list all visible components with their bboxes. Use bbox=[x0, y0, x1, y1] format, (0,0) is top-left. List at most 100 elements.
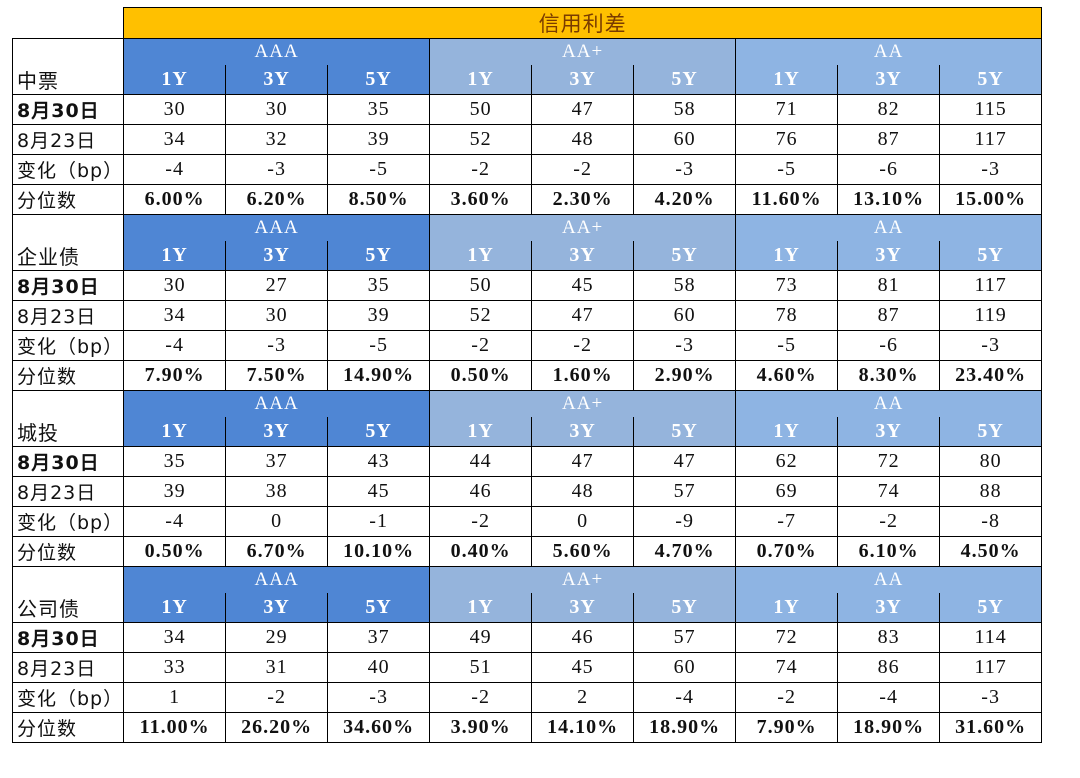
term-header: 1Y bbox=[735, 593, 839, 623]
table-cell: -3 bbox=[633, 330, 737, 361]
table-cell: 86 bbox=[837, 652, 941, 683]
term-header: 3Y bbox=[531, 241, 635, 271]
table-cell: 14.10% bbox=[531, 712, 635, 743]
table-row: 8月23日 39 38 45 46 48 57 69 74 88 bbox=[11, 476, 1043, 507]
table-row: 8月23日 33 31 40 51 45 60 74 86 117 bbox=[11, 652, 1043, 683]
table-cell: -2 bbox=[531, 330, 635, 361]
table-cell: 7.90% bbox=[735, 712, 839, 743]
table-cell: 47 bbox=[633, 446, 737, 477]
table-cell: 0 bbox=[531, 506, 635, 537]
term-header: 5Y bbox=[327, 65, 431, 95]
table-cell: 74 bbox=[735, 652, 839, 683]
row-label-row-8-23: 8月23日 bbox=[11, 476, 125, 507]
table-cell: 58 bbox=[633, 270, 737, 301]
table-cell: 30 bbox=[225, 300, 329, 331]
table-cell: 31 bbox=[225, 652, 329, 683]
table-cell: 47 bbox=[531, 300, 635, 331]
table-cell: 51 bbox=[429, 652, 533, 683]
table-cell: 83 bbox=[837, 622, 941, 653]
table-cell: -2 bbox=[225, 682, 329, 713]
table-cell: 27 bbox=[225, 270, 329, 301]
table-cell: 47 bbox=[531, 94, 635, 125]
section-term-row: 公司债 1Y 3Y 5Y 1Y 3Y 5Y 1Y 3Y 5Y bbox=[11, 593, 1043, 623]
table-title: 信用利差 bbox=[123, 7, 1043, 39]
row-label-row-8-30: 8月30日 bbox=[11, 270, 125, 301]
table-cell: -3 bbox=[939, 682, 1043, 713]
table-cell: 15.00% bbox=[939, 184, 1043, 215]
grade-header: AA+ bbox=[429, 566, 737, 593]
table-cell: -5 bbox=[327, 154, 431, 185]
term-header: 5Y bbox=[327, 417, 431, 447]
table-cell: 33 bbox=[123, 652, 227, 683]
table-cell: 48 bbox=[531, 476, 635, 507]
table-cell: 1.60% bbox=[531, 360, 635, 391]
table-row: 8月30日 34 29 37 49 46 57 72 83 114 bbox=[11, 622, 1043, 653]
table-cell: 114 bbox=[939, 622, 1043, 653]
table-cell: -9 bbox=[633, 506, 737, 537]
table-cell: 117 bbox=[939, 652, 1043, 683]
grade-header: AA+ bbox=[429, 214, 737, 241]
table-cell: 35 bbox=[123, 446, 227, 477]
table-cell: 45 bbox=[531, 652, 635, 683]
table-cell: 30 bbox=[123, 270, 227, 301]
table-cell: 30 bbox=[123, 94, 227, 125]
term-header: 5Y bbox=[633, 593, 737, 623]
table-cell: 4.20% bbox=[633, 184, 737, 215]
table-cell: 32 bbox=[225, 124, 329, 155]
term-header: 5Y bbox=[633, 417, 737, 447]
table-cell: 2 bbox=[531, 682, 635, 713]
table-cell: 34.60% bbox=[327, 712, 431, 743]
term-header: 5Y bbox=[939, 241, 1043, 271]
grade-header: AA bbox=[735, 38, 1043, 65]
table-cell: 0 bbox=[225, 506, 329, 537]
section-term-row: 企业债 1Y 3Y 5Y 1Y 3Y 5Y 1Y 3Y 5Y bbox=[11, 241, 1043, 271]
table-cell: -4 bbox=[633, 682, 737, 713]
row-label-row-change: 变化（bp） bbox=[11, 154, 125, 185]
section-label: 城投 bbox=[11, 417, 125, 447]
table-cell: 119 bbox=[939, 300, 1043, 331]
corner-cell bbox=[12, 7, 125, 39]
grade-header: AAA bbox=[123, 38, 431, 65]
table-cell: 39 bbox=[327, 124, 431, 155]
table-cell: 87 bbox=[837, 300, 941, 331]
table-row: 8月23日 34 30 39 52 47 60 78 87 119 bbox=[11, 300, 1043, 331]
table-cell: 3.60% bbox=[429, 184, 533, 215]
table-row: 8月30日 30 30 35 50 47 58 71 82 115 bbox=[11, 94, 1043, 125]
term-header: 5Y bbox=[633, 241, 737, 271]
table-cell: 29 bbox=[225, 622, 329, 653]
table-row: 分位数 6.00% 6.20% 8.50% 3.60% 2.30% 4.20% 11.60% 1… bbox=[11, 184, 1043, 215]
table-cell: 18.90% bbox=[633, 712, 737, 743]
term-header: 1Y bbox=[123, 417, 227, 447]
table-cell: 0.70% bbox=[735, 536, 839, 567]
table-cell: 34 bbox=[123, 622, 227, 653]
table-cell: 8.50% bbox=[327, 184, 431, 215]
table-cell: 30 bbox=[225, 94, 329, 125]
table-cell: -3 bbox=[327, 682, 431, 713]
table-cell: 18.90% bbox=[837, 712, 941, 743]
term-header: 3Y bbox=[837, 65, 941, 95]
table-cell: 50 bbox=[429, 270, 533, 301]
table-cell: 43 bbox=[327, 446, 431, 477]
table-cell: -4 bbox=[123, 154, 227, 185]
table-cell: 45 bbox=[531, 270, 635, 301]
term-header: 3Y bbox=[225, 65, 329, 95]
table-cell: 6.10% bbox=[837, 536, 941, 567]
table-cell: 57 bbox=[633, 622, 737, 653]
table-cell: 40 bbox=[327, 652, 431, 683]
term-header: 1Y bbox=[735, 417, 839, 447]
table-cell: -2 bbox=[429, 330, 533, 361]
table-cell: 0.50% bbox=[123, 536, 227, 567]
section-label-top bbox=[11, 38, 125, 65]
table-cell: -2 bbox=[531, 154, 635, 185]
table-cell: 72 bbox=[837, 446, 941, 477]
table-cell: -2 bbox=[429, 506, 533, 537]
table-cell: 52 bbox=[429, 300, 533, 331]
row-label-row-8-23: 8月23日 bbox=[11, 124, 125, 155]
table-cell: 47 bbox=[531, 446, 635, 477]
table-row: 8月23日 34 32 39 52 48 60 76 87 117 bbox=[11, 124, 1043, 155]
grade-header: AAA bbox=[123, 390, 431, 417]
term-header: 1Y bbox=[429, 417, 533, 447]
table-row: 分位数 0.50% 6.70% 10.10% 0.40% 5.60% 4.70% 0.70% 6… bbox=[11, 536, 1043, 567]
table-row: 8月30日 35 37 43 44 47 47 62 72 80 bbox=[11, 446, 1043, 477]
section-label: 中票 bbox=[11, 65, 125, 95]
